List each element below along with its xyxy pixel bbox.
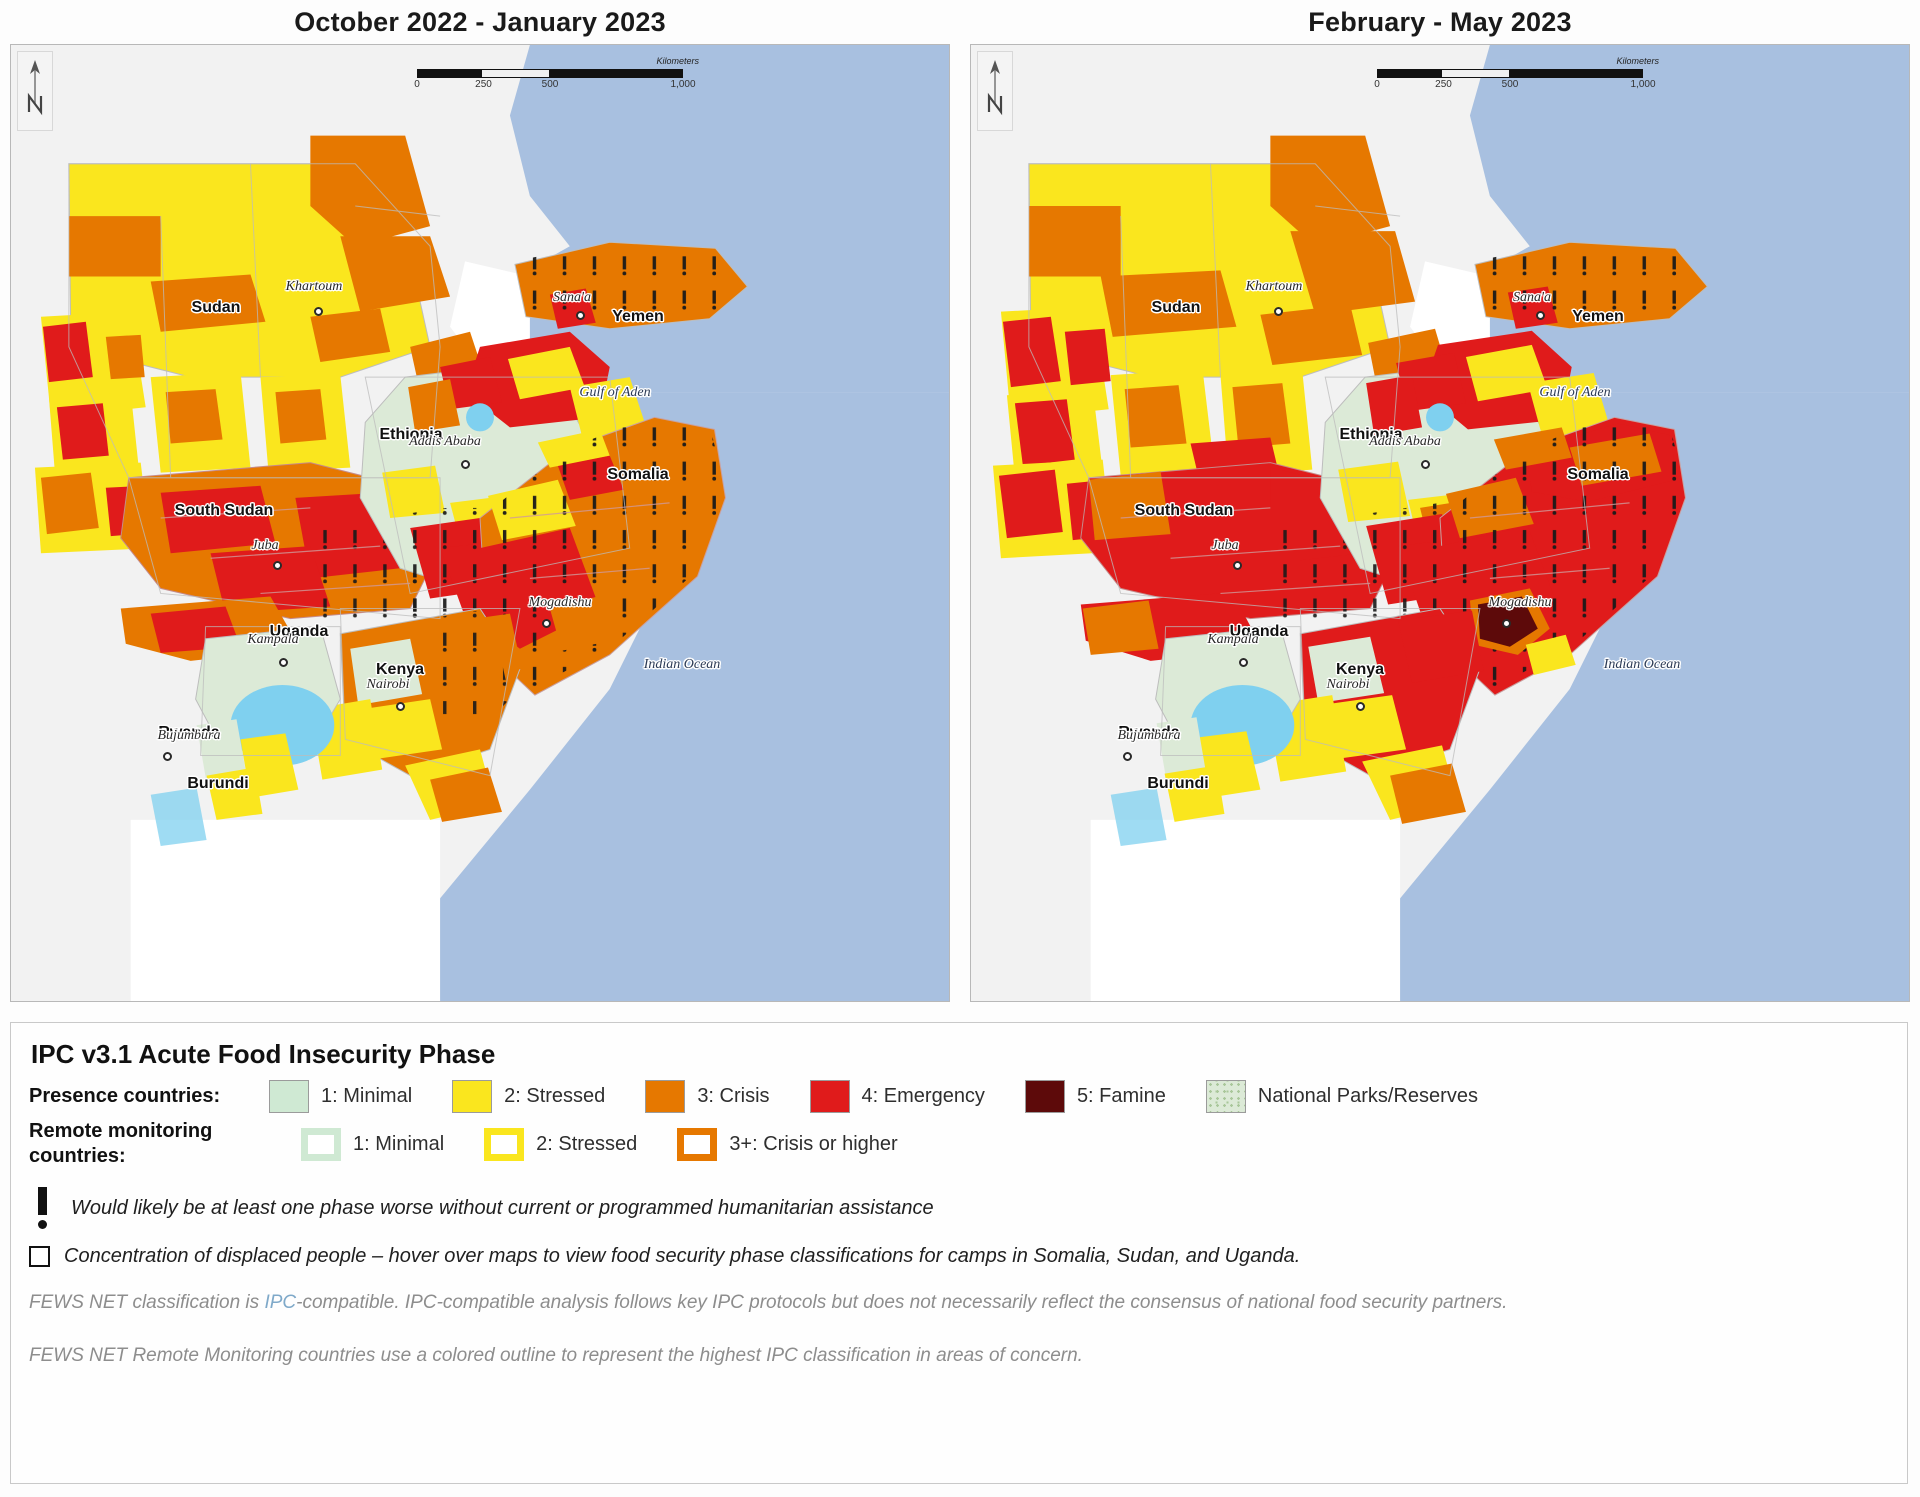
scalebar-tick-2-right: 500	[1501, 79, 1519, 90]
north-arrow-icon	[987, 60, 1003, 116]
scalebar-bar-right	[1377, 69, 1643, 78]
maps-row: October 2022 - January 2023	[0, 0, 1920, 1010]
map-frame-left[interactable]: Kilometers 0 250 500 1,000 Sudan Ethiopia…	[10, 44, 950, 1002]
assistance-note-text: Would likely be at least one phase worse…	[71, 1196, 934, 1219]
label-remote-minimal: 1: Minimal	[353, 1132, 445, 1155]
map-title-left: October 2022 - January 2023	[294, 7, 666, 37]
map-city-dot-nairobi	[396, 702, 405, 711]
idp-note-row: Concentration of displaced people – hove…	[29, 1245, 1889, 1268]
scalebar-bar-left	[417, 69, 683, 78]
exclamation-icon	[29, 1187, 55, 1229]
swatch-remote-crisis	[677, 1127, 718, 1161]
disclaimer-1-part-b: -compatible. IPC-compatible analysis fol…	[296, 1292, 1508, 1313]
scalebar-tick-1-right: 250	[1435, 79, 1452, 90]
remote-monitoring-label: Remote monitoring countries:	[29, 1119, 269, 1169]
map-city-dot-mogadishu	[1502, 619, 1511, 628]
map-panel-left: October 2022 - January 2023	[0, 0, 960, 1010]
scalebar-ticks-left: 0 250 500 1,000	[414, 79, 695, 93]
label-presence-famine: 5: Famine	[1076, 1085, 1166, 1107]
label-remote-stressed: 2: Stressed	[536, 1132, 638, 1155]
map-title-right: February - May 2023	[1308, 7, 1572, 37]
map-city-dot-mogadishu	[542, 619, 551, 628]
map-city-dot-addis-ababa	[1421, 460, 1430, 469]
swatch-presence-minimal	[269, 1080, 309, 1113]
north-arrow-right	[977, 51, 1013, 131]
scalebar-tick-1-left: 250	[475, 79, 492, 90]
map-canvas-right[interactable]: Kilometers 0 250 500 1,000 Sudan Ethiopia…	[971, 45, 1909, 1001]
swatch-remote-minimal	[301, 1127, 341, 1161]
swatch-presence-emergency	[809, 1080, 850, 1113]
map-city-dot-bujumbura	[163, 752, 172, 761]
map-city-dot-addis-ababa	[461, 460, 470, 469]
label-presence-minimal: 1: Minimal	[321, 1085, 413, 1107]
label-national-parks: National Parks/Reserves	[1257, 1085, 1478, 1107]
exclamation-bar	[37, 1187, 47, 1215]
label-presence-crisis: 3: Crisis	[697, 1085, 770, 1107]
scalebar-tick-0-right: 0	[1374, 79, 1380, 90]
scalebar-left: Kilometers 0 250 500 1,000	[414, 56, 699, 93]
remote-label-line2: countries:	[29, 1145, 126, 1167]
map-city-dot-kampala	[1239, 658, 1248, 667]
assistance-note-row: Would likely be at least one phase worse…	[29, 1187, 1889, 1229]
map-city-dot-juba	[273, 561, 282, 570]
swatch-national-parks	[1205, 1080, 1246, 1113]
label-remote-crisis: 3+: Crisis or higher	[729, 1132, 898, 1155]
map-graphic-right	[971, 45, 1909, 1001]
label-presence-emergency: 4: Emergency	[861, 1085, 985, 1107]
disclaimer-remote-monitoring: FEWS NET Remote Monitoring countries use…	[29, 1344, 1083, 1366]
ipc-link[interactable]: IPC	[264, 1292, 297, 1313]
scalebar-segment-left	[482, 70, 549, 77]
idp-square-icon	[29, 1246, 50, 1267]
presence-swatches: 1: Minimal 2: Stressed 3: Crisis 4: Emer…	[269, 1080, 1478, 1113]
legend-remote-row: Remote monitoring countries: 1: Minimal …	[29, 1119, 1889, 1169]
map-city-dot-bujumbura	[1123, 752, 1132, 761]
scalebar-tick-2-left: 500	[541, 79, 559, 90]
scalebar-right: Kilometers 0 250 500 1,000	[1374, 56, 1659, 93]
scalebar-unit-right: Kilometers	[1616, 56, 1659, 66]
presence-countries-label: Presence countries:	[29, 1085, 221, 1107]
north-arrow-left	[17, 51, 53, 131]
map-city-dot-sana-a	[576, 311, 585, 320]
map-canvas-left[interactable]: Kilometers 0 250 500 1,000 Sudan Ethiopia…	[11, 45, 949, 1001]
swatch-presence-crisis	[645, 1080, 686, 1113]
map-city-dot-khartoum	[1274, 307, 1283, 316]
scalebar-segment-right	[1442, 70, 1509, 77]
north-arrow-icon	[27, 60, 43, 116]
scalebar-tick-3-right: 1,000	[1630, 79, 1656, 90]
label-presence-stressed: 2: Stressed	[504, 1085, 606, 1107]
swatch-presence-famine	[1024, 1080, 1065, 1113]
swatch-remote-stressed	[484, 1127, 525, 1161]
scalebar-ticks-right: 0 250 500 1,000	[1374, 79, 1655, 93]
map-city-dot-nairobi	[1356, 702, 1365, 711]
map-city-dot-sana-a	[1536, 311, 1545, 320]
scalebar-tick-0-left: 0	[414, 79, 420, 90]
map-city-dot-juba	[1233, 561, 1242, 570]
scalebar-unit-left: Kilometers	[656, 56, 699, 66]
legend-panel: IPC v3.1 Acute Food Insecurity Phase Pre…	[10, 1022, 1908, 1484]
remote-swatches: 1: Minimal 2: Stressed 3+: Crisis or hig…	[301, 1127, 898, 1161]
legend-title: IPC v3.1 Acute Food Insecurity Phase	[31, 1039, 496, 1069]
map-frame-right[interactable]: Kilometers 0 250 500 1,000 Sudan Ethiopia…	[970, 44, 1910, 1002]
exclamation-dot	[37, 1220, 47, 1229]
idp-note-text: Concentration of displaced people – hove…	[64, 1245, 1301, 1267]
disclaimer-ipc-compatible: FEWS NET classification is IPC-compatibl…	[29, 1290, 1884, 1317]
swatch-presence-stressed	[452, 1080, 493, 1113]
scalebar-tick-3-left: 1,000	[670, 79, 696, 90]
disclaimer-1-part-a: FEWS NET classification is	[29, 1292, 265, 1313]
legend-presence-row: Presence countries: 1: Minimal 2: Stress…	[29, 1080, 1889, 1113]
map-panel-right: February - May 2023	[960, 0, 1920, 1010]
map-graphic-left	[11, 45, 949, 1001]
map-city-dot-kampala	[279, 658, 288, 667]
remote-label-line1: Remote monitoring	[29, 1120, 213, 1142]
map-city-dot-khartoum	[314, 307, 323, 316]
